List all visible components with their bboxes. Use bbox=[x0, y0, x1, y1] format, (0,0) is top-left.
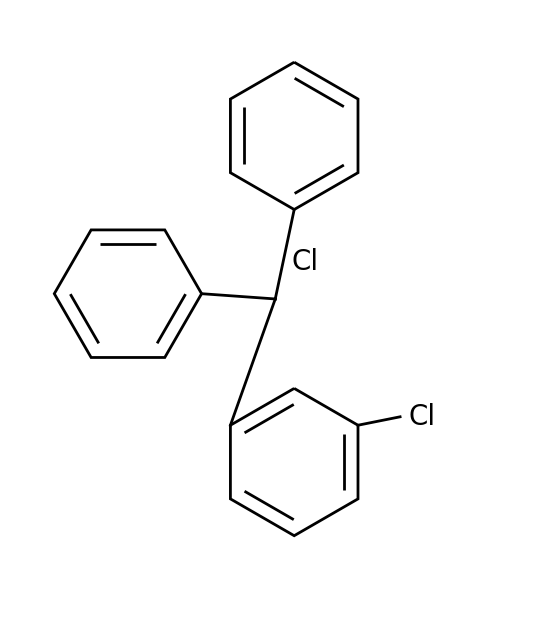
Text: Cl: Cl bbox=[291, 248, 318, 276]
Text: Cl: Cl bbox=[408, 403, 436, 431]
